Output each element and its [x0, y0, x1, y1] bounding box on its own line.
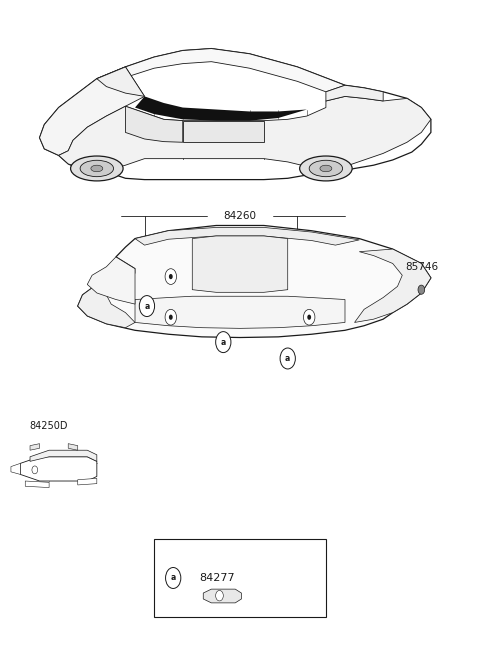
- Text: a: a: [144, 301, 150, 311]
- Text: 85746: 85746: [405, 262, 438, 272]
- Polygon shape: [68, 443, 78, 450]
- Polygon shape: [21, 457, 97, 481]
- Text: a: a: [221, 338, 226, 347]
- Ellipse shape: [71, 156, 123, 181]
- Circle shape: [169, 274, 173, 279]
- Text: 84277: 84277: [199, 573, 235, 583]
- Circle shape: [216, 590, 223, 601]
- Polygon shape: [326, 86, 383, 101]
- Polygon shape: [135, 228, 360, 245]
- Polygon shape: [135, 96, 307, 120]
- Circle shape: [280, 348, 295, 369]
- Circle shape: [418, 285, 425, 294]
- Polygon shape: [135, 296, 345, 328]
- Polygon shape: [355, 249, 431, 322]
- Text: a: a: [285, 354, 290, 363]
- Bar: [154, 539, 326, 617]
- Circle shape: [307, 315, 311, 320]
- Text: 84250D: 84250D: [30, 421, 68, 431]
- Polygon shape: [203, 589, 241, 603]
- Polygon shape: [97, 67, 144, 96]
- Ellipse shape: [80, 161, 114, 176]
- Polygon shape: [11, 463, 21, 474]
- Circle shape: [166, 567, 181, 588]
- Circle shape: [139, 295, 155, 316]
- Circle shape: [303, 309, 315, 325]
- Polygon shape: [25, 481, 49, 488]
- Polygon shape: [183, 120, 264, 142]
- Circle shape: [165, 268, 177, 284]
- Polygon shape: [78, 478, 97, 485]
- Polygon shape: [78, 268, 135, 328]
- Polygon shape: [39, 67, 144, 155]
- Circle shape: [165, 309, 177, 325]
- Polygon shape: [30, 443, 39, 450]
- Ellipse shape: [320, 165, 332, 172]
- Polygon shape: [78, 226, 431, 338]
- Circle shape: [216, 332, 231, 353]
- Circle shape: [169, 315, 173, 320]
- Polygon shape: [192, 236, 288, 292]
- Text: 84260: 84260: [224, 211, 256, 221]
- Text: a: a: [170, 574, 176, 582]
- Polygon shape: [87, 257, 135, 304]
- Ellipse shape: [309, 161, 343, 176]
- Polygon shape: [97, 49, 345, 92]
- Polygon shape: [39, 49, 431, 180]
- Ellipse shape: [300, 156, 352, 181]
- Ellipse shape: [91, 165, 103, 172]
- Polygon shape: [30, 450, 97, 461]
- Polygon shape: [125, 106, 183, 142]
- Polygon shape: [59, 96, 431, 170]
